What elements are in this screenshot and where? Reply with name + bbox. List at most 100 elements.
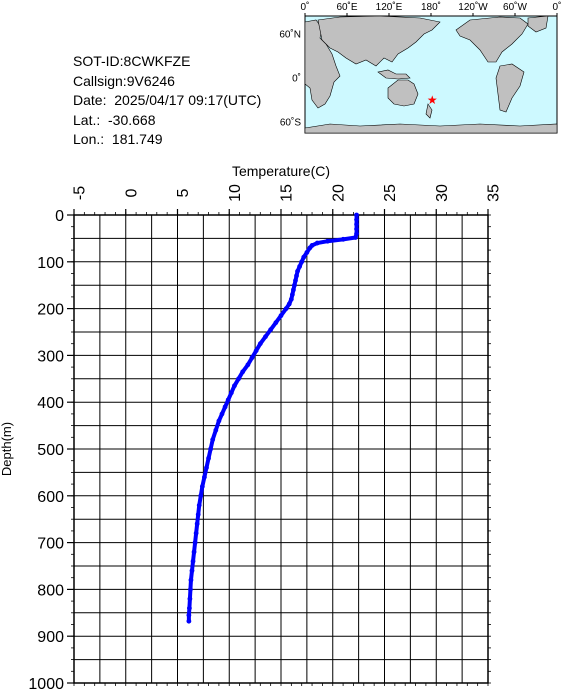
data-point	[240, 369, 246, 375]
x-tick-label: 0	[123, 188, 140, 197]
map-lon-label: 60˚W	[503, 1, 527, 13]
data-point	[304, 250, 310, 255]
data-point	[354, 231, 359, 237]
data-point	[257, 341, 263, 347]
land-south-america	[495, 63, 525, 113]
data-point	[186, 612, 192, 618]
map-lon-label: 60˚E	[336, 1, 357, 13]
x-tick-label: 10	[227, 184, 244, 202]
data-point	[353, 235, 358, 240]
data-point	[245, 362, 251, 368]
land-indonesia	[377, 69, 411, 80]
data-point	[194, 521, 200, 527]
land-new-zealand	[425, 103, 433, 119]
data-point	[190, 558, 196, 564]
map-lon-label: 180˚	[421, 1, 441, 13]
data-point	[191, 549, 197, 555]
land-antarctica	[304, 123, 558, 134]
x-tick-label: 20	[330, 184, 347, 202]
data-point	[289, 292, 295, 297]
y-tick-label: 0	[55, 208, 64, 225]
land-australia	[387, 79, 419, 107]
map-lat-label: 60˚N	[279, 29, 301, 41]
temperature-profile-series	[186, 212, 359, 624]
map-lat-label: 0˚	[292, 72, 301, 84]
y-tick-label: 400	[37, 395, 64, 412]
data-point	[249, 355, 255, 361]
map-longitude-labels: 0˚ 60˚E 120˚E 180˚ 120˚W 60˚W 0˚	[301, 1, 562, 16]
y-tick-label: 700	[37, 536, 64, 553]
map-lon-label: 120˚E	[376, 1, 403, 13]
data-point	[288, 296, 294, 302]
data-point	[196, 502, 202, 508]
data-point	[208, 446, 214, 452]
data-point	[198, 493, 204, 499]
data-point	[354, 221, 359, 227]
y-tick-label: 300	[37, 348, 64, 365]
latitude-label: Lat.: -30.668	[73, 111, 156, 128]
data-point	[187, 596, 193, 602]
map-latitude-labels: 60˚N 0˚ 60˚S	[279, 29, 301, 129]
land-greenland	[527, 15, 549, 33]
land-asia	[317, 15, 441, 67]
data-point	[268, 327, 274, 333]
data-point	[193, 530, 199, 536]
data-point	[210, 437, 216, 443]
data-point	[216, 418, 222, 424]
y-tick-label: 800	[37, 582, 64, 599]
data-point	[291, 287, 296, 293]
data-point	[273, 320, 279, 326]
data-point	[188, 587, 193, 592]
callsign-label: Callsign:9V6246	[73, 72, 175, 89]
data-point	[189, 568, 195, 574]
data-point	[186, 618, 192, 624]
data-point	[222, 404, 228, 410]
data-point	[293, 278, 298, 283]
data-point	[204, 465, 209, 471]
data-point	[192, 540, 198, 545]
data-point	[206, 455, 211, 461]
y-tick-label: 200	[37, 302, 64, 319]
temperature-profile-line	[186, 213, 359, 624]
y-tick-label: 900	[37, 629, 64, 646]
data-point	[199, 484, 205, 489]
y-tick-label: 100	[37, 255, 64, 272]
y-axis-title: Depth(m)	[0, 422, 14, 476]
data-point	[325, 238, 330, 244]
data-point	[232, 383, 237, 389]
plot-frame	[73, 214, 489, 684]
map-lon-label: 0˚	[553, 1, 562, 13]
longitude-label: Lon.: 181.749	[73, 131, 163, 147]
data-point	[286, 301, 292, 307]
data-point	[314, 240, 320, 246]
data-point	[253, 348, 259, 354]
data-point	[309, 243, 315, 248]
map-lat-label: 60˚S	[280, 116, 301, 128]
data-point	[187, 605, 192, 611]
data-point	[295, 268, 300, 274]
chart-grid	[73, 214, 489, 684]
x-tick-label: 5	[175, 188, 192, 197]
x-axis-title: Temperature(C)	[232, 163, 330, 179]
data-point	[294, 273, 299, 279]
sot-id-label: SOT-ID:8CWKFZE	[73, 53, 191, 69]
data-point	[188, 577, 194, 583]
y-tick-label: 600	[37, 489, 64, 506]
data-point	[278, 313, 284, 319]
float-location-marker: ★	[427, 93, 438, 107]
data-point	[263, 334, 268, 340]
data-point	[236, 376, 241, 382]
data-point	[292, 282, 297, 288]
data-point	[354, 226, 359, 232]
map-land	[304, 15, 558, 134]
y-axis-ticks: 0 100 200 300 400 500 600 700 800 900 1000	[28, 208, 491, 690]
data-point	[340, 236, 346, 242]
data-point	[225, 397, 231, 403]
data-point	[297, 264, 303, 269]
land-north-america	[455, 16, 529, 63]
x-tick-label: -5	[72, 186, 89, 200]
data-point	[354, 212, 359, 218]
float-info-panel: SOT-ID:8CWKFZE Callsign:9V6246 Date: 202…	[73, 52, 261, 150]
data-point	[195, 512, 201, 517]
data-point	[299, 259, 305, 265]
